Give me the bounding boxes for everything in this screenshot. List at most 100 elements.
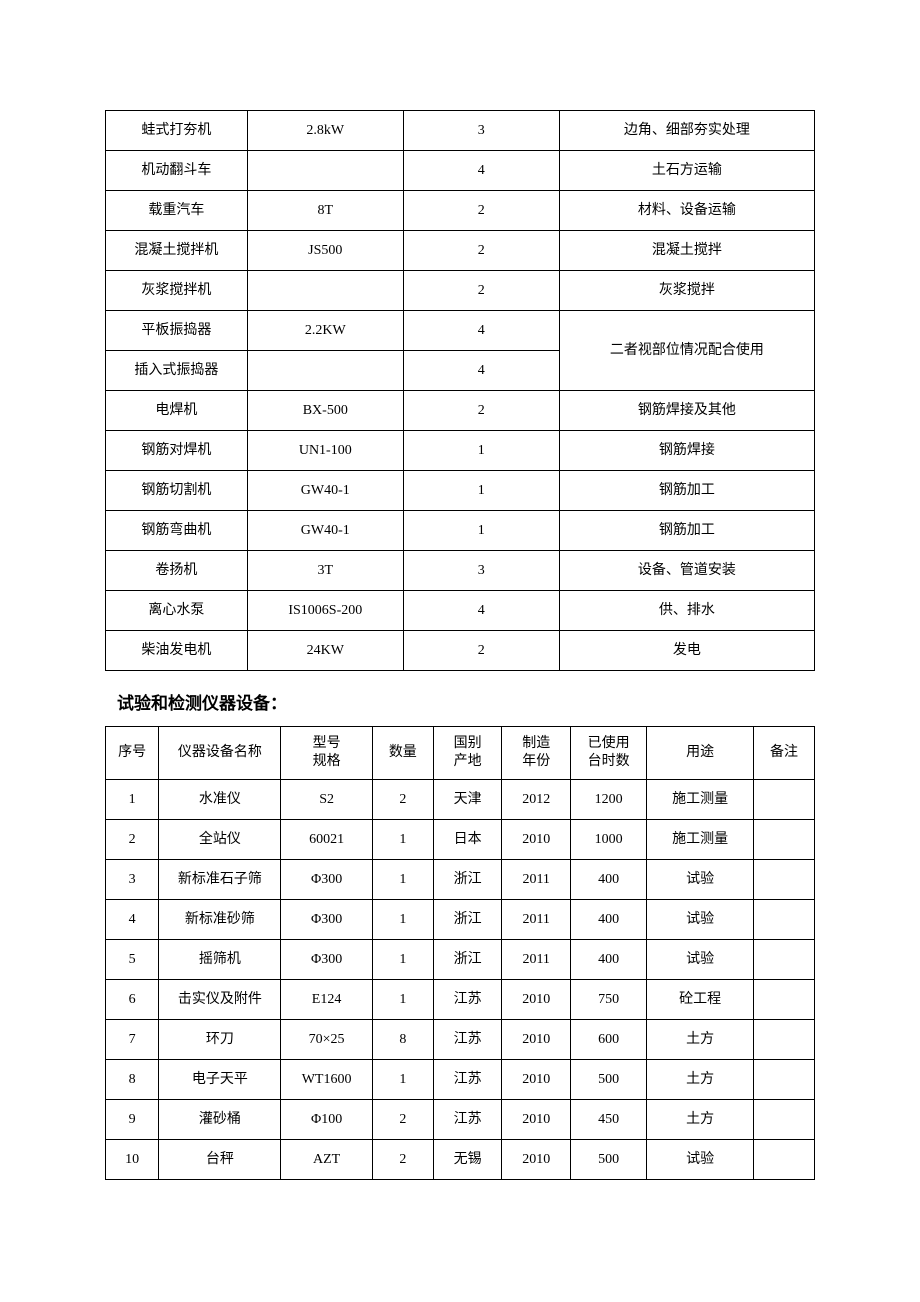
equipment-name: 电焊机: [106, 391, 248, 431]
instrument-note: [753, 1140, 814, 1180]
equipment-qty: 2: [403, 391, 559, 431]
equipment-name: 平板振捣器: [106, 311, 248, 351]
instrument-name: 新标准砂筛: [159, 900, 281, 940]
equipment-qty: 3: [403, 111, 559, 151]
equipment-use: 钢筋加工: [559, 511, 814, 551]
equipment-qty: 2: [403, 271, 559, 311]
instrument-use: 砼工程: [647, 980, 754, 1020]
instrument-hours: 400: [571, 900, 647, 940]
equipment-use: 混凝土搅拌: [559, 231, 814, 271]
equipment-spec: GW40-1: [247, 471, 403, 511]
instrument-year: 2010: [502, 1100, 571, 1140]
table-row: 8电子天平WT16001江苏2010500土方: [106, 1060, 815, 1100]
instrument-year: 2012: [502, 780, 571, 820]
instrument-hours: 600: [571, 1020, 647, 1060]
equipment-qty: 2: [403, 191, 559, 231]
instrument-origin: 天津: [433, 780, 502, 820]
equipment-name: 钢筋弯曲机: [106, 511, 248, 551]
table-row: 10台秤AZT2无锡2010500试验: [106, 1140, 815, 1180]
instrument-spec: 60021: [281, 820, 372, 860]
col-seq: 序号: [106, 727, 159, 780]
instrument-use: 试验: [647, 900, 754, 940]
col-qty: 数量: [372, 727, 433, 780]
instrument-seq: 1: [106, 780, 159, 820]
table-row: 柴油发电机24KW2发电: [106, 631, 815, 671]
instrument-seq: 9: [106, 1100, 159, 1140]
equipment-qty: 1: [403, 471, 559, 511]
instrument-origin: 浙江: [433, 900, 502, 940]
table-row: 6击实仪及附件E1241江苏2010750砼工程: [106, 980, 815, 1020]
instrument-spec: AZT: [281, 1140, 372, 1180]
table-row: 机动翻斗车4土石方运输: [106, 151, 815, 191]
equipment-name: 插入式振捣器: [106, 351, 248, 391]
instrument-seq: 3: [106, 860, 159, 900]
instrument-qty: 1: [372, 820, 433, 860]
table-row: 2全站仪600211日本20101000施工测量: [106, 820, 815, 860]
col-note: 备注: [753, 727, 814, 780]
table-row: 7环刀70×258江苏2010600土方: [106, 1020, 815, 1060]
table-row: 离心水泵IS1006S-2004供、排水: [106, 591, 815, 631]
table-row: 灰浆搅拌机 2灰浆搅拌: [106, 271, 815, 311]
equipment-use: 设备、管道安装: [559, 551, 814, 591]
equipment-spec: GW40-1: [247, 511, 403, 551]
col-name: 仪器设备名称: [159, 727, 281, 780]
equipment-qty: 4: [403, 591, 559, 631]
instrument-use: 试验: [647, 1140, 754, 1180]
equipment-spec: 24KW: [247, 631, 403, 671]
equipment-table: 蛙式打夯机2.8kW3边角、细部夯实处理机动翻斗车4土石方运输载重汽车8T2材料…: [105, 110, 815, 671]
equipment-spec: JS500: [247, 231, 403, 271]
instrument-qty: 1: [372, 940, 433, 980]
equipment-use: 材料、设备运输: [559, 191, 814, 231]
instrument-origin: 日本: [433, 820, 502, 860]
instrument-note: [753, 1060, 814, 1100]
equipment-use: 土石方运输: [559, 151, 814, 191]
equipment-use: 二者视部位情况配合使用: [559, 311, 814, 391]
instrument-year: 2010: [502, 820, 571, 860]
table-row: 钢筋对焊机UN1-1001钢筋焊接: [106, 431, 815, 471]
equipment-use: 边角、细部夯实处理: [559, 111, 814, 151]
equipment-use: 灰浆搅拌: [559, 271, 814, 311]
col-origin: 国别产地: [433, 727, 502, 780]
equipment-use: 钢筋焊接: [559, 431, 814, 471]
instrument-note: [753, 1020, 814, 1060]
instrument-qty: 2: [372, 1100, 433, 1140]
instrument-name: 新标准石子筛: [159, 860, 281, 900]
equipment-spec: 2.2KW: [247, 311, 403, 351]
instrument-origin: 浙江: [433, 860, 502, 900]
equipment-name: 钢筋对焊机: [106, 431, 248, 471]
instrument-use: 土方: [647, 1100, 754, 1140]
table-row: 钢筋切割机GW40-11钢筋加工: [106, 471, 815, 511]
instrument-qty: 2: [372, 1140, 433, 1180]
equipment-use: 钢筋加工: [559, 471, 814, 511]
instrument-year: 2010: [502, 1060, 571, 1100]
equipment-qty: 4: [403, 151, 559, 191]
equipment-spec: BX-500: [247, 391, 403, 431]
equipment-name: 灰浆搅拌机: [106, 271, 248, 311]
instrument-note: [753, 780, 814, 820]
table-row: 钢筋弯曲机GW40-11钢筋加工: [106, 511, 815, 551]
equipment-qty: 4: [403, 351, 559, 391]
instrument-use: 施工测量: [647, 820, 754, 860]
instrument-seq: 4: [106, 900, 159, 940]
col-spec: 型号规格: [281, 727, 372, 780]
instrument-qty: 1: [372, 860, 433, 900]
equipment-name: 载重汽车: [106, 191, 248, 231]
instrument-hours: 500: [571, 1140, 647, 1180]
instrument-name: 水准仪: [159, 780, 281, 820]
instrument-year: 2010: [502, 1020, 571, 1060]
section-heading: 试验和检测仪器设备：: [117, 689, 815, 714]
instrument-hours: 450: [571, 1100, 647, 1140]
table-header-row: 序号 仪器设备名称 型号规格 数量 国别产地 制造年份 已使用台时数 用途 备注: [106, 727, 815, 780]
instrument-name: 灌砂桶: [159, 1100, 281, 1140]
equipment-qty: 1: [403, 431, 559, 471]
instrument-note: [753, 1100, 814, 1140]
instrument-qty: 1: [372, 1060, 433, 1100]
equipment-spec: [247, 271, 403, 311]
table-row: 卷扬机3T3设备、管道安装: [106, 551, 815, 591]
instrument-use: 试验: [647, 860, 754, 900]
instrument-spec: WT1600: [281, 1060, 372, 1100]
equipment-spec: [247, 151, 403, 191]
equipment-qty: 2: [403, 231, 559, 271]
equipment-qty: 3: [403, 551, 559, 591]
equipment-name: 卷扬机: [106, 551, 248, 591]
